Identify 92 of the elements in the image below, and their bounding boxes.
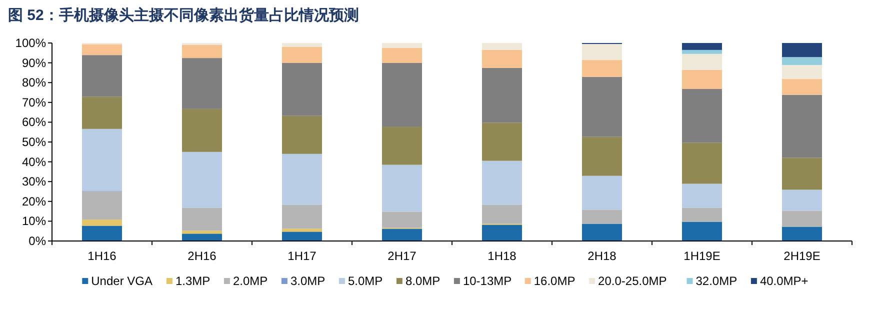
bar (182, 234, 222, 241)
bar (382, 228, 422, 241)
legend-label: Under VGA (91, 274, 153, 288)
bar (782, 43, 822, 58)
bar (282, 46, 322, 63)
legend-label: 32.0MP (696, 274, 738, 288)
x-tick-label: 2H19E (784, 249, 820, 263)
bar (482, 122, 522, 161)
bar (582, 60, 622, 77)
y-tick-label: 10% (22, 214, 46, 228)
bar (682, 222, 722, 241)
bar (82, 96, 122, 129)
bar (782, 226, 822, 241)
x-tick-label: 2H16 (188, 249, 217, 263)
y-tick-label: 30% (22, 174, 46, 189)
y-tick-label: 80% (22, 76, 46, 90)
legend-label: 20.0-25.0MP (598, 274, 667, 288)
bar (782, 190, 822, 211)
x-tick-label: 2H17 (388, 249, 417, 263)
bar (182, 208, 222, 231)
y-tick-label: 0% (28, 234, 46, 248)
x-tick-label: 2H18 (588, 249, 617, 263)
bar (382, 212, 422, 228)
bar (582, 224, 622, 241)
bar (482, 50, 522, 68)
y-tick-label: 60% (22, 115, 46, 130)
y-tick-label: 50% (22, 135, 46, 149)
bar (582, 44, 622, 60)
bar (82, 226, 122, 241)
bar (682, 142, 722, 184)
y-tick-label: 90% (22, 56, 46, 70)
bar (782, 79, 822, 95)
legend-label: 16.0MP (534, 274, 576, 288)
bar (282, 43, 322, 47)
bar (582, 136, 622, 176)
bar (382, 43, 422, 48)
bar (282, 228, 322, 232)
y-tick-label: 40% (22, 154, 46, 169)
y-tick-label: 70% (22, 95, 46, 110)
bar (482, 43, 522, 50)
y-tick-label: 100% (15, 36, 46, 50)
bar (782, 94, 822, 158)
x-tick-label: 1H18 (488, 249, 517, 263)
bar (382, 48, 422, 63)
bar (382, 164, 422, 212)
bar (782, 64, 822, 80)
bar (282, 116, 322, 154)
bar (682, 184, 722, 208)
chart-title: 图 52：手机摄像头主摄不同像素出货量占比情况预测 (8, 6, 359, 24)
bar (682, 43, 722, 50)
bar (682, 88, 722, 143)
bar (682, 70, 722, 89)
bar (682, 208, 722, 222)
bar (182, 44, 222, 58)
bar (782, 158, 822, 190)
bar (382, 126, 422, 165)
y-tick-label: 20% (22, 194, 46, 208)
bar (482, 160, 522, 205)
bar (482, 204, 522, 224)
bar (282, 204, 322, 229)
bar (282, 63, 322, 116)
legend-label: 10-13MP (462, 274, 512, 288)
bar (482, 68, 522, 123)
legend-label: 40.0MP+ (760, 274, 808, 288)
bar (182, 58, 222, 109)
bar (182, 152, 222, 208)
x-tick-label: 1H16 (88, 249, 117, 263)
bar (482, 224, 522, 241)
bar (282, 232, 322, 241)
bar (82, 191, 122, 220)
bar (82, 44, 122, 56)
bar (582, 176, 622, 210)
bar (682, 50, 722, 54)
bar (782, 210, 822, 227)
bar (682, 54, 722, 70)
bar (582, 210, 622, 224)
legend-label: 3.0MP (290, 274, 326, 288)
bar (782, 57, 822, 65)
legend-label: 5.0MP (348, 274, 383, 288)
bar (182, 230, 222, 234)
x-tick-label: 1H17 (288, 249, 317, 263)
bar (382, 63, 422, 127)
legend-label: 2.0MP (232, 274, 268, 288)
bar (182, 108, 222, 152)
bar (82, 128, 122, 191)
bar (582, 76, 622, 137)
legend-label: 8.0MP (405, 274, 440, 288)
bar (82, 55, 122, 97)
legend-label: 1.3MP (175, 274, 210, 288)
bar (282, 154, 322, 205)
x-tick-label: 1H19E (684, 249, 720, 263)
bar (82, 220, 122, 226)
